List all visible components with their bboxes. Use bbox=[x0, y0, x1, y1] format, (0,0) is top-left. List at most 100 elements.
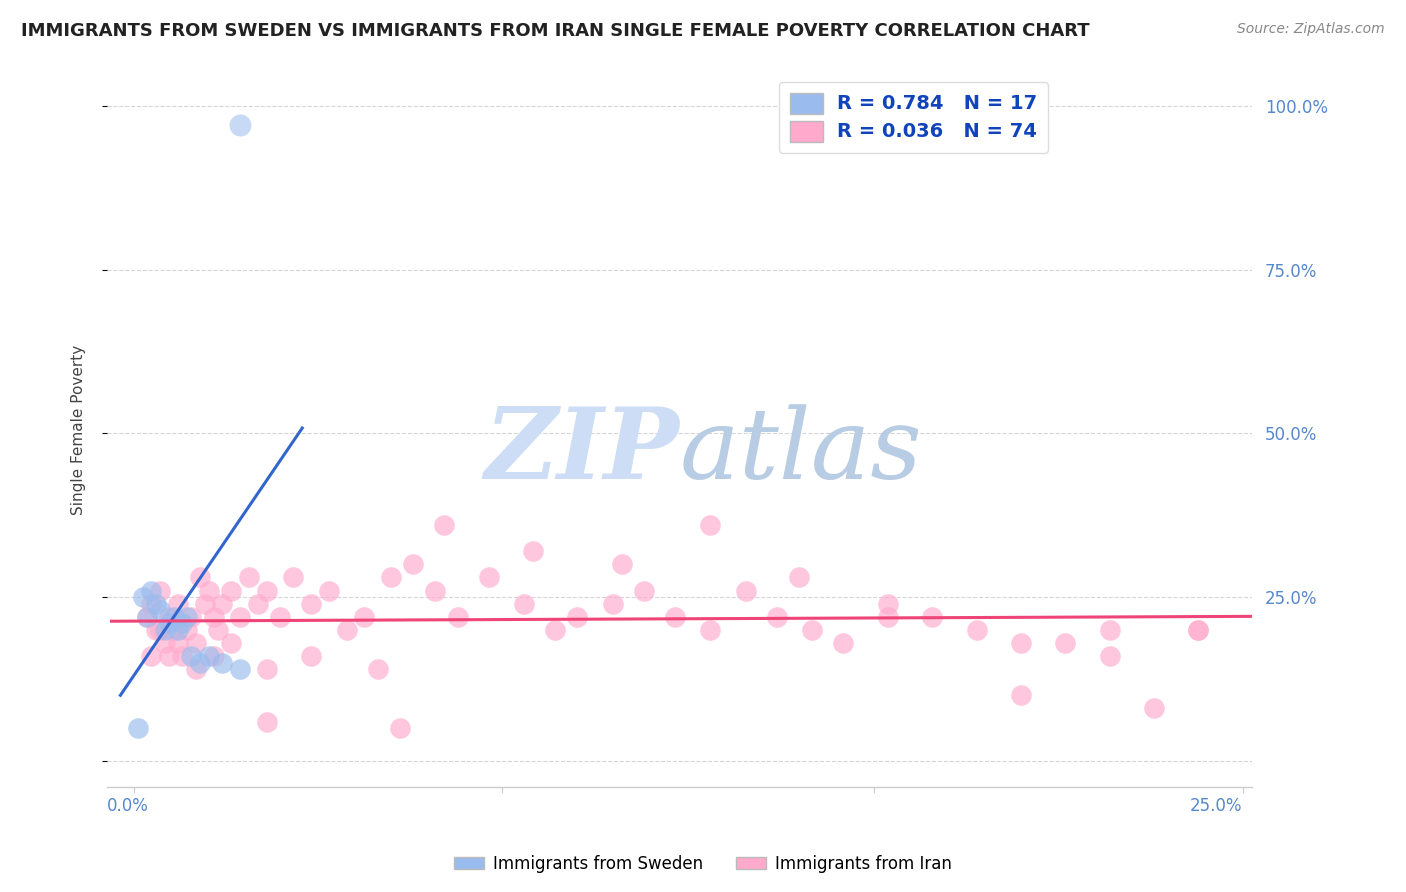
Point bbox=[136, 609, 159, 624]
Point bbox=[149, 603, 172, 617]
Point bbox=[402, 558, 425, 572]
Point bbox=[966, 623, 988, 637]
Point bbox=[1054, 636, 1077, 650]
Point bbox=[602, 597, 624, 611]
Point bbox=[367, 662, 389, 676]
Point bbox=[149, 583, 172, 598]
Point bbox=[610, 558, 633, 572]
Point bbox=[188, 570, 211, 584]
Point bbox=[180, 609, 202, 624]
Point bbox=[167, 636, 190, 650]
Point bbox=[141, 583, 163, 598]
Point bbox=[336, 623, 359, 637]
Point bbox=[832, 636, 855, 650]
Point bbox=[127, 721, 149, 735]
Point bbox=[699, 518, 721, 533]
Point bbox=[446, 609, 468, 624]
Point bbox=[172, 649, 194, 664]
Point bbox=[256, 662, 278, 676]
Text: 25.0%: 25.0% bbox=[1189, 797, 1243, 815]
Point bbox=[229, 609, 252, 624]
Point bbox=[157, 649, 180, 664]
Point bbox=[283, 570, 305, 584]
Point bbox=[699, 623, 721, 637]
Point bbox=[544, 623, 567, 637]
Point bbox=[1010, 636, 1032, 650]
Point bbox=[299, 597, 322, 611]
Point bbox=[766, 609, 789, 624]
Point bbox=[153, 636, 176, 650]
Point bbox=[157, 616, 180, 631]
Point bbox=[1143, 701, 1166, 715]
Point bbox=[202, 609, 225, 624]
Point bbox=[522, 544, 544, 558]
Point bbox=[1098, 649, 1121, 664]
Point bbox=[388, 721, 411, 735]
Point bbox=[1187, 623, 1209, 637]
Point bbox=[1010, 689, 1032, 703]
Point bbox=[184, 662, 207, 676]
Point bbox=[425, 583, 447, 598]
Point bbox=[211, 656, 233, 670]
Point bbox=[153, 623, 176, 637]
Point bbox=[380, 570, 402, 584]
Point bbox=[229, 662, 252, 676]
Point bbox=[299, 649, 322, 664]
Point bbox=[664, 609, 686, 624]
Point bbox=[433, 518, 456, 533]
Point bbox=[176, 623, 198, 637]
Point bbox=[141, 649, 163, 664]
Point bbox=[801, 623, 824, 637]
Text: Source: ZipAtlas.com: Source: ZipAtlas.com bbox=[1237, 22, 1385, 37]
Point bbox=[180, 649, 202, 664]
Point bbox=[477, 570, 499, 584]
Point bbox=[633, 583, 655, 598]
Point bbox=[157, 609, 180, 624]
Point bbox=[211, 597, 233, 611]
Legend: R = 0.784   N = 17, R = 0.036   N = 74: R = 0.784 N = 17, R = 0.036 N = 74 bbox=[779, 82, 1047, 153]
Point bbox=[136, 609, 159, 624]
Point bbox=[219, 636, 242, 650]
Point bbox=[353, 609, 375, 624]
Point bbox=[876, 609, 898, 624]
Point bbox=[145, 597, 167, 611]
Point bbox=[141, 597, 163, 611]
Point bbox=[238, 570, 260, 584]
Point bbox=[149, 623, 172, 637]
Text: IMMIGRANTS FROM SWEDEN VS IMMIGRANTS FROM IRAN SINGLE FEMALE POVERTY CORRELATION: IMMIGRANTS FROM SWEDEN VS IMMIGRANTS FRO… bbox=[21, 22, 1090, 40]
Y-axis label: Single Female Poverty: Single Female Poverty bbox=[72, 345, 86, 516]
Point bbox=[207, 623, 229, 637]
Point bbox=[167, 623, 190, 637]
Point bbox=[184, 636, 207, 650]
Point bbox=[1098, 623, 1121, 637]
Point bbox=[176, 609, 198, 624]
Point bbox=[162, 609, 184, 624]
Point bbox=[318, 583, 340, 598]
Point bbox=[188, 656, 211, 670]
Point bbox=[256, 714, 278, 729]
Point bbox=[734, 583, 756, 598]
Point bbox=[219, 583, 242, 598]
Point bbox=[876, 597, 898, 611]
Legend: Immigrants from Sweden, Immigrants from Iran: Immigrants from Sweden, Immigrants from … bbox=[449, 848, 957, 880]
Point bbox=[198, 649, 221, 664]
Point bbox=[194, 597, 217, 611]
Point bbox=[131, 590, 153, 604]
Point bbox=[198, 583, 221, 598]
Point bbox=[256, 583, 278, 598]
Point bbox=[787, 570, 810, 584]
Point bbox=[1187, 623, 1209, 637]
Text: ZIP: ZIP bbox=[484, 403, 679, 500]
Point bbox=[145, 623, 167, 637]
Point bbox=[172, 616, 194, 631]
Point bbox=[202, 649, 225, 664]
Point bbox=[921, 609, 943, 624]
Point bbox=[162, 623, 184, 637]
Point bbox=[567, 609, 589, 624]
Point bbox=[269, 609, 291, 624]
Point bbox=[229, 119, 252, 133]
Point bbox=[167, 597, 190, 611]
Text: atlas: atlas bbox=[679, 404, 922, 500]
Text: 0.0%: 0.0% bbox=[107, 797, 149, 815]
Point bbox=[513, 597, 536, 611]
